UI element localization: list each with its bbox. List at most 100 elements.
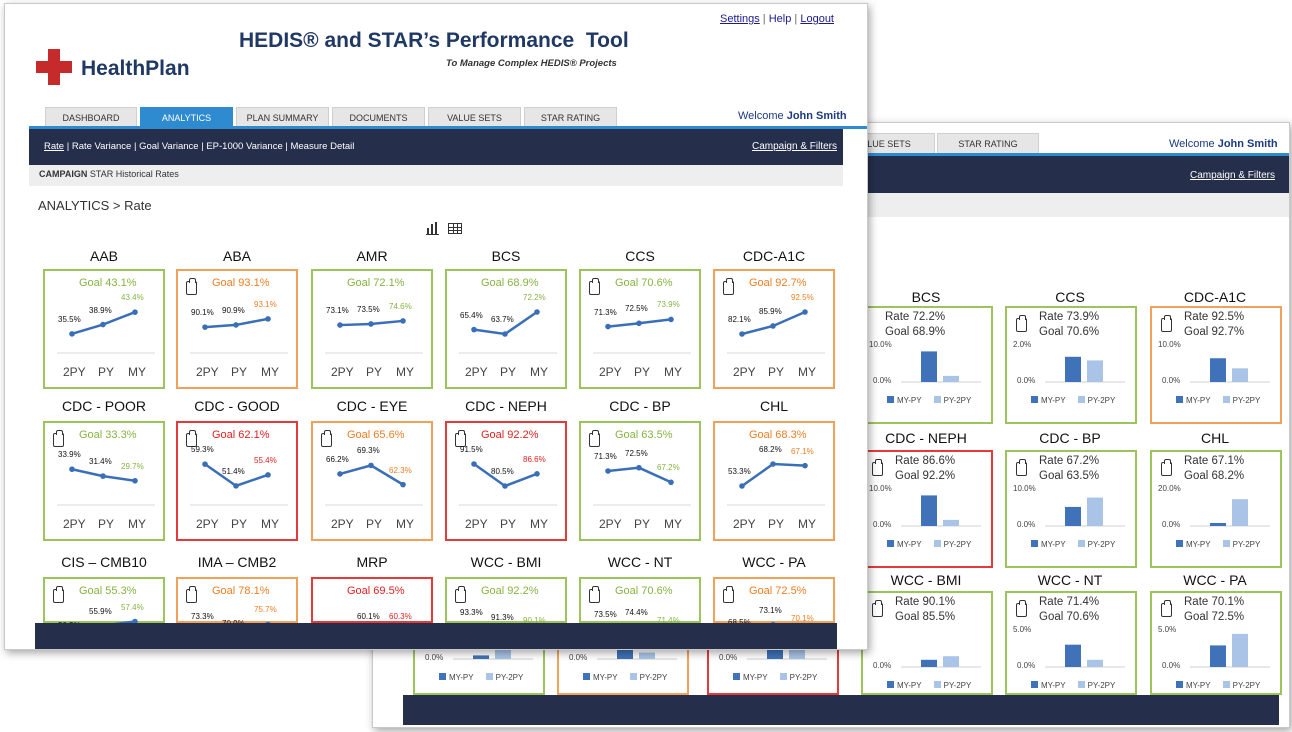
x-tick-label: 2PY bbox=[63, 517, 86, 531]
tab-star-rating[interactable]: STAR RATING bbox=[524, 107, 617, 127]
measure-card-wcc-pa[interactable]: Goal 72.5% 68.5% 73.1% 70.1% bbox=[713, 577, 835, 641]
tab-star-rating[interactable]: STAR RATING bbox=[937, 133, 1039, 153]
campaign-label: CAMPAIGN bbox=[39, 169, 88, 179]
clipboard-icon[interactable] bbox=[455, 430, 466, 447]
clipboard-icon[interactable] bbox=[1161, 315, 1172, 332]
user-name: John Smith bbox=[786, 110, 847, 122]
clipboard-icon[interactable] bbox=[723, 278, 734, 295]
subnav-links: Rate | Rate Variance | Goal Variance | E… bbox=[44, 141, 355, 152]
tab-analytics[interactable]: ANALYTICS bbox=[140, 107, 233, 127]
data-point bbox=[802, 309, 808, 315]
campaign-strip bbox=[853, 193, 1289, 217]
clipboard-icon[interactable] bbox=[186, 278, 197, 295]
measure-card-cdc-bp[interactable]: Goal 63.5% 71.3% 72.5% 67.2% 2PY PY MY bbox=[579, 421, 701, 541]
rate-text: Rate 67.1% bbox=[1184, 455, 1245, 467]
measure-card-bcs[interactable]: Goal 68.9% 65.4% 63.7% 72.2% 2PY PY MY bbox=[445, 269, 567, 389]
y-tick-label-max: 20.0% bbox=[1158, 484, 1181, 493]
clipboard-icon[interactable] bbox=[1161, 600, 1172, 617]
bar-card-chl[interactable]: Rate 67.1% Goal 68.2% 20.0% 0.0% MY-PY PY-2PY bbox=[1150, 450, 1282, 568]
measure-card-mrp[interactable]: Goal 69.5% 60.1% 60.3% bbox=[311, 577, 433, 635]
tab-dashboard[interactable]: DASHBOARD bbox=[45, 107, 137, 127]
bar-card-wcc-pa[interactable]: Rate 70.1% Goal 72.5% 5.0% 0.0% MY-PY PY-2PY bbox=[1150, 591, 1282, 695]
legend-label: MY-PY bbox=[897, 396, 922, 405]
bar-card-wcc-bmi[interactable]: Rate 90.1% Goal 85.5% 0.0% MY-PY PY-2PY bbox=[861, 591, 993, 695]
bar-card-cdc-neph[interactable]: Rate 86.6% Goal 92.2% 10.0% 0.0% MY-PY PY-2PY bbox=[861, 450, 993, 568]
bar-my-py bbox=[1210, 358, 1226, 382]
bar-legend: MY-PY PY-2PY bbox=[583, 673, 667, 682]
bar-card-cdc-bp[interactable]: Rate 67.2% Goal 63.5% 10.0% 0.0% MY-PY PY-2PY bbox=[1005, 450, 1137, 568]
bar-card-bcs[interactable]: Rate 72.2% Goal 68.9% 10.0% 0.0% MY-PY PY-2PY bbox=[861, 306, 993, 424]
subnav-ep1000-variance[interactable]: EP-1000 Variance bbox=[206, 141, 283, 152]
measure-card-aab[interactable]: Goal 43.1% 35.5% 38.9% 43.4% 2PY PY MY bbox=[43, 269, 165, 389]
subnav-rate-variance[interactable]: Rate Variance bbox=[71, 141, 132, 152]
x-tick-label: MY bbox=[530, 365, 548, 379]
tab-value-sets[interactable]: VALUE SETS bbox=[428, 107, 521, 127]
clipboard-icon[interactable] bbox=[589, 278, 600, 295]
logout-link[interactable]: Logout bbox=[800, 13, 834, 25]
clipboard-icon[interactable] bbox=[1161, 459, 1172, 476]
data-point bbox=[132, 309, 138, 315]
goal-text: Goal 92.7% bbox=[749, 277, 807, 289]
legend-label: PY-2PY bbox=[1232, 540, 1261, 549]
tab-documents[interactable]: DOCUMENTS bbox=[332, 107, 425, 127]
breadcrumb-page: Rate bbox=[124, 198, 152, 213]
clipboard-icon[interactable] bbox=[1016, 600, 1027, 617]
legend-label: MY-PY bbox=[449, 673, 474, 682]
bar-card-cdc-a1c[interactable]: Rate 92.5% Goal 92.7% 10.0% 0.0% MY-PY PY-2PY bbox=[1150, 306, 1282, 424]
table-grid-icon[interactable] bbox=[448, 223, 462, 234]
clipboard-icon[interactable] bbox=[186, 430, 197, 447]
clipboard-icon[interactable] bbox=[455, 586, 466, 603]
bar-card-ccs[interactable]: Rate 73.9% Goal 70.6% 2.0% 0.0% MY-PY PY-2PY bbox=[1005, 306, 1137, 424]
measure-card-ccs[interactable]: Goal 70.6% 71.3% 72.5% 73.9% 2PY PY MY bbox=[579, 269, 701, 389]
tab-plan-summary[interactable]: PLAN SUMMARY bbox=[236, 107, 329, 127]
bar-chart bbox=[1190, 633, 1270, 668]
line-chart bbox=[593, 464, 691, 506]
measure-card-cdc-neph[interactable]: Goal 92.2% 91.5% 80.5% 86.6% 2PY PY MY bbox=[445, 421, 567, 541]
data-point bbox=[770, 461, 776, 467]
clipboard-icon[interactable] bbox=[53, 586, 64, 603]
data-point bbox=[132, 618, 138, 625]
measure-card-chl[interactable]: Goal 68.3% 53.3% 68.2% 67.1% 2PY PY MY bbox=[713, 421, 835, 541]
legend-swatch bbox=[1077, 396, 1085, 403]
subnav-goal-variance[interactable]: Goal Variance bbox=[139, 141, 199, 152]
bar-py-2py bbox=[1232, 633, 1248, 667]
clipboard-icon[interactable] bbox=[321, 430, 332, 447]
measure-card-aba[interactable]: Goal 93.1% 90.1% 90.9% 93.1% 2PY PY MY bbox=[176, 269, 298, 389]
measure-card-cdc-eye[interactable]: Goal 65.6% 66.2% 69.3% 62.3% 2PY PY MY bbox=[311, 421, 433, 541]
bar-card-wcc-nt[interactable]: Rate 71.4% Goal 70.6% 5.0% 0.0% MY-PY PY-2PY bbox=[1005, 591, 1137, 695]
data-label: 73.1% bbox=[759, 605, 782, 615]
data-label: 65.4% bbox=[460, 310, 483, 320]
y-tick-label-min: 0.0% bbox=[873, 520, 892, 529]
clipboard-icon[interactable] bbox=[872, 459, 883, 476]
measure-card-ima-cmb2[interactable]: Goal 78.1%73.3%70.9%75.7% bbox=[176, 577, 298, 641]
bar-my-py bbox=[767, 648, 783, 659]
measure-card-wcc-nt[interactable]: Goal 70.6% 73.5% 74.4% 71.4% bbox=[579, 577, 701, 638]
clipboard-icon[interactable] bbox=[589, 430, 600, 447]
subnav-measure-detail[interactable]: Measure Detail bbox=[290, 141, 355, 152]
goal-text: Goal 72.1% bbox=[347, 277, 405, 289]
measure-card-cdc-poor[interactable]: Goal 33.3% 33.9% 31.4% 29.7% 2PY PY MY bbox=[43, 421, 165, 541]
measure-card-cis-cmb10[interactable]: Goal 55.3%50.5%55.9%57.4% bbox=[43, 577, 165, 644]
help-link[interactable]: Help bbox=[768, 13, 792, 25]
y-tick-label-max: 10.0% bbox=[1158, 340, 1181, 349]
clipboard-icon[interactable] bbox=[1016, 315, 1027, 332]
measure-card-wcc-bmi[interactable]: Goal 92.2% 93.3% 91.3% 90.1% bbox=[445, 577, 567, 639]
clipboard-icon[interactable] bbox=[186, 586, 197, 603]
bar-chart-icon[interactable] bbox=[426, 221, 440, 235]
clipboard-icon[interactable] bbox=[589, 586, 600, 603]
campaign-filters-link[interactable]: Campaign & Filters bbox=[751, 141, 837, 152]
measure-card-cdc-good[interactable]: Goal 62.1% 59.3% 51.4% 55.4% 2PY PY MY bbox=[176, 421, 298, 541]
settings-link[interactable]: Settings bbox=[720, 13, 760, 25]
clipboard-icon[interactable] bbox=[53, 430, 64, 447]
breadcrumb-section[interactable]: ANALYTICS bbox=[38, 198, 110, 213]
legend-swatch bbox=[733, 673, 740, 680]
measure-card-amr[interactable]: Goal 72.1% 73.1% 73.5% 74.6% 2PY PY MY bbox=[311, 269, 433, 389]
subnav-rate[interactable]: Rate bbox=[44, 141, 65, 152]
campaign-filters-link[interactable]: Campaign & Filters bbox=[1189, 170, 1275, 181]
clipboard-icon[interactable] bbox=[872, 600, 883, 617]
data-point bbox=[202, 461, 208, 467]
data-point bbox=[400, 481, 406, 488]
clipboard-icon[interactable] bbox=[723, 586, 734, 603]
measure-card-cdc-a1c[interactable]: Goal 92.7% 82.1% 85.9% 92.5% 2PY PY MY bbox=[713, 269, 835, 389]
clipboard-icon[interactable] bbox=[1016, 459, 1027, 476]
